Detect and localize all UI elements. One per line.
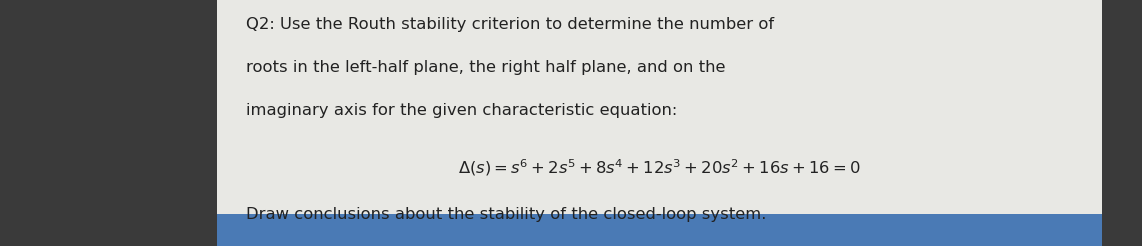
Text: $\Delta(s) = s^6 + 2s^5 +8s^4 + 12s^3 + 20s^2 + 16s + 16 = 0$: $\Delta(s) = s^6 + 2s^5 +8s^4 + 12s^3 + … <box>458 157 861 178</box>
FancyBboxPatch shape <box>217 214 1102 246</box>
Text: roots in the left-half plane, the right half plane, and on the: roots in the left-half plane, the right … <box>246 60 725 75</box>
FancyBboxPatch shape <box>217 0 1102 214</box>
Text: Q2: Use the Routh stability criterion to determine the number of: Q2: Use the Routh stability criterion to… <box>246 17 773 32</box>
Text: Draw conclusions about the stability of the closed-loop system.: Draw conclusions about the stability of … <box>246 207 766 222</box>
Text: imaginary axis for the given characteristic equation:: imaginary axis for the given characteris… <box>246 103 677 118</box>
